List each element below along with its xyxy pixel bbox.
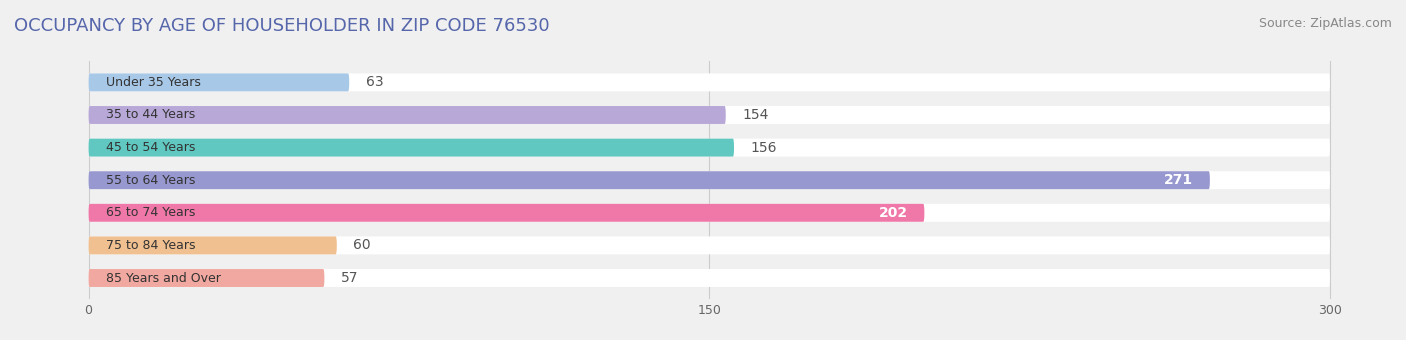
FancyBboxPatch shape [89,269,325,287]
FancyBboxPatch shape [89,204,924,222]
Text: 156: 156 [751,141,778,155]
Text: 35 to 44 Years: 35 to 44 Years [107,108,195,121]
Text: 202: 202 [879,206,908,220]
FancyBboxPatch shape [89,269,1330,287]
FancyBboxPatch shape [89,171,1211,189]
Text: 65 to 74 Years: 65 to 74 Years [107,206,195,219]
Text: 63: 63 [366,75,384,89]
FancyBboxPatch shape [89,139,734,156]
Text: 55 to 64 Years: 55 to 64 Years [107,174,195,187]
FancyBboxPatch shape [89,106,725,124]
FancyBboxPatch shape [89,73,1330,91]
FancyBboxPatch shape [89,236,337,254]
Text: Under 35 Years: Under 35 Years [107,76,201,89]
Text: 75 to 84 Years: 75 to 84 Years [107,239,195,252]
Text: 154: 154 [742,108,769,122]
Text: 271: 271 [1164,173,1194,187]
FancyBboxPatch shape [89,106,1330,124]
Text: 57: 57 [340,271,359,285]
FancyBboxPatch shape [89,236,1330,254]
Text: 60: 60 [353,238,371,252]
Text: 45 to 54 Years: 45 to 54 Years [107,141,195,154]
Text: 85 Years and Over: 85 Years and Over [107,272,221,285]
FancyBboxPatch shape [89,171,1330,189]
FancyBboxPatch shape [89,204,1330,222]
FancyBboxPatch shape [89,73,349,91]
Text: Source: ZipAtlas.com: Source: ZipAtlas.com [1258,17,1392,30]
FancyBboxPatch shape [89,139,1330,156]
Text: OCCUPANCY BY AGE OF HOUSEHOLDER IN ZIP CODE 76530: OCCUPANCY BY AGE OF HOUSEHOLDER IN ZIP C… [14,17,550,35]
